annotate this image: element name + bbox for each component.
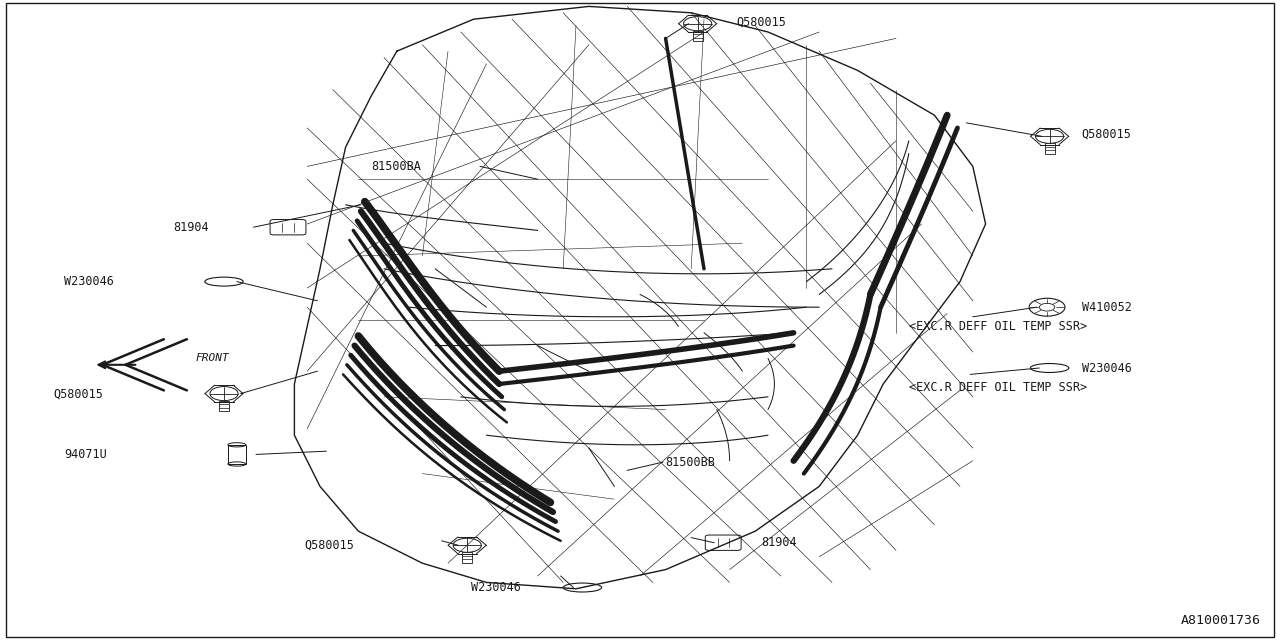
Text: <EXC.R DEFF OIL TEMP SSR>: <EXC.R DEFF OIL TEMP SSR> <box>909 381 1087 394</box>
Bar <box>1044 143 1055 154</box>
FancyBboxPatch shape <box>705 535 741 550</box>
Text: A810001736: A810001736 <box>1180 614 1261 627</box>
Text: W230046: W230046 <box>471 581 521 594</box>
Text: W230046: W230046 <box>1082 362 1132 374</box>
Text: 81904: 81904 <box>173 221 209 234</box>
Text: Q580015: Q580015 <box>736 16 786 29</box>
Bar <box>228 445 246 464</box>
Text: Q580015: Q580015 <box>305 539 355 552</box>
Text: W410052: W410052 <box>1082 301 1132 314</box>
Text: 81500BB: 81500BB <box>666 456 716 468</box>
Text: 94071U: 94071U <box>64 448 106 461</box>
Text: Q580015: Q580015 <box>54 387 104 400</box>
Bar <box>692 31 703 41</box>
Text: 81500BA: 81500BA <box>371 160 421 173</box>
Bar <box>219 401 229 411</box>
FancyBboxPatch shape <box>270 220 306 235</box>
Text: 81904: 81904 <box>762 536 797 549</box>
Text: W230046: W230046 <box>64 275 114 288</box>
Text: <EXC.R DEFF OIL TEMP SSR>: <EXC.R DEFF OIL TEMP SSR> <box>909 320 1087 333</box>
Text: Q580015: Q580015 <box>1082 128 1132 141</box>
Text: FRONT: FRONT <box>196 353 229 364</box>
Bar <box>462 552 472 563</box>
